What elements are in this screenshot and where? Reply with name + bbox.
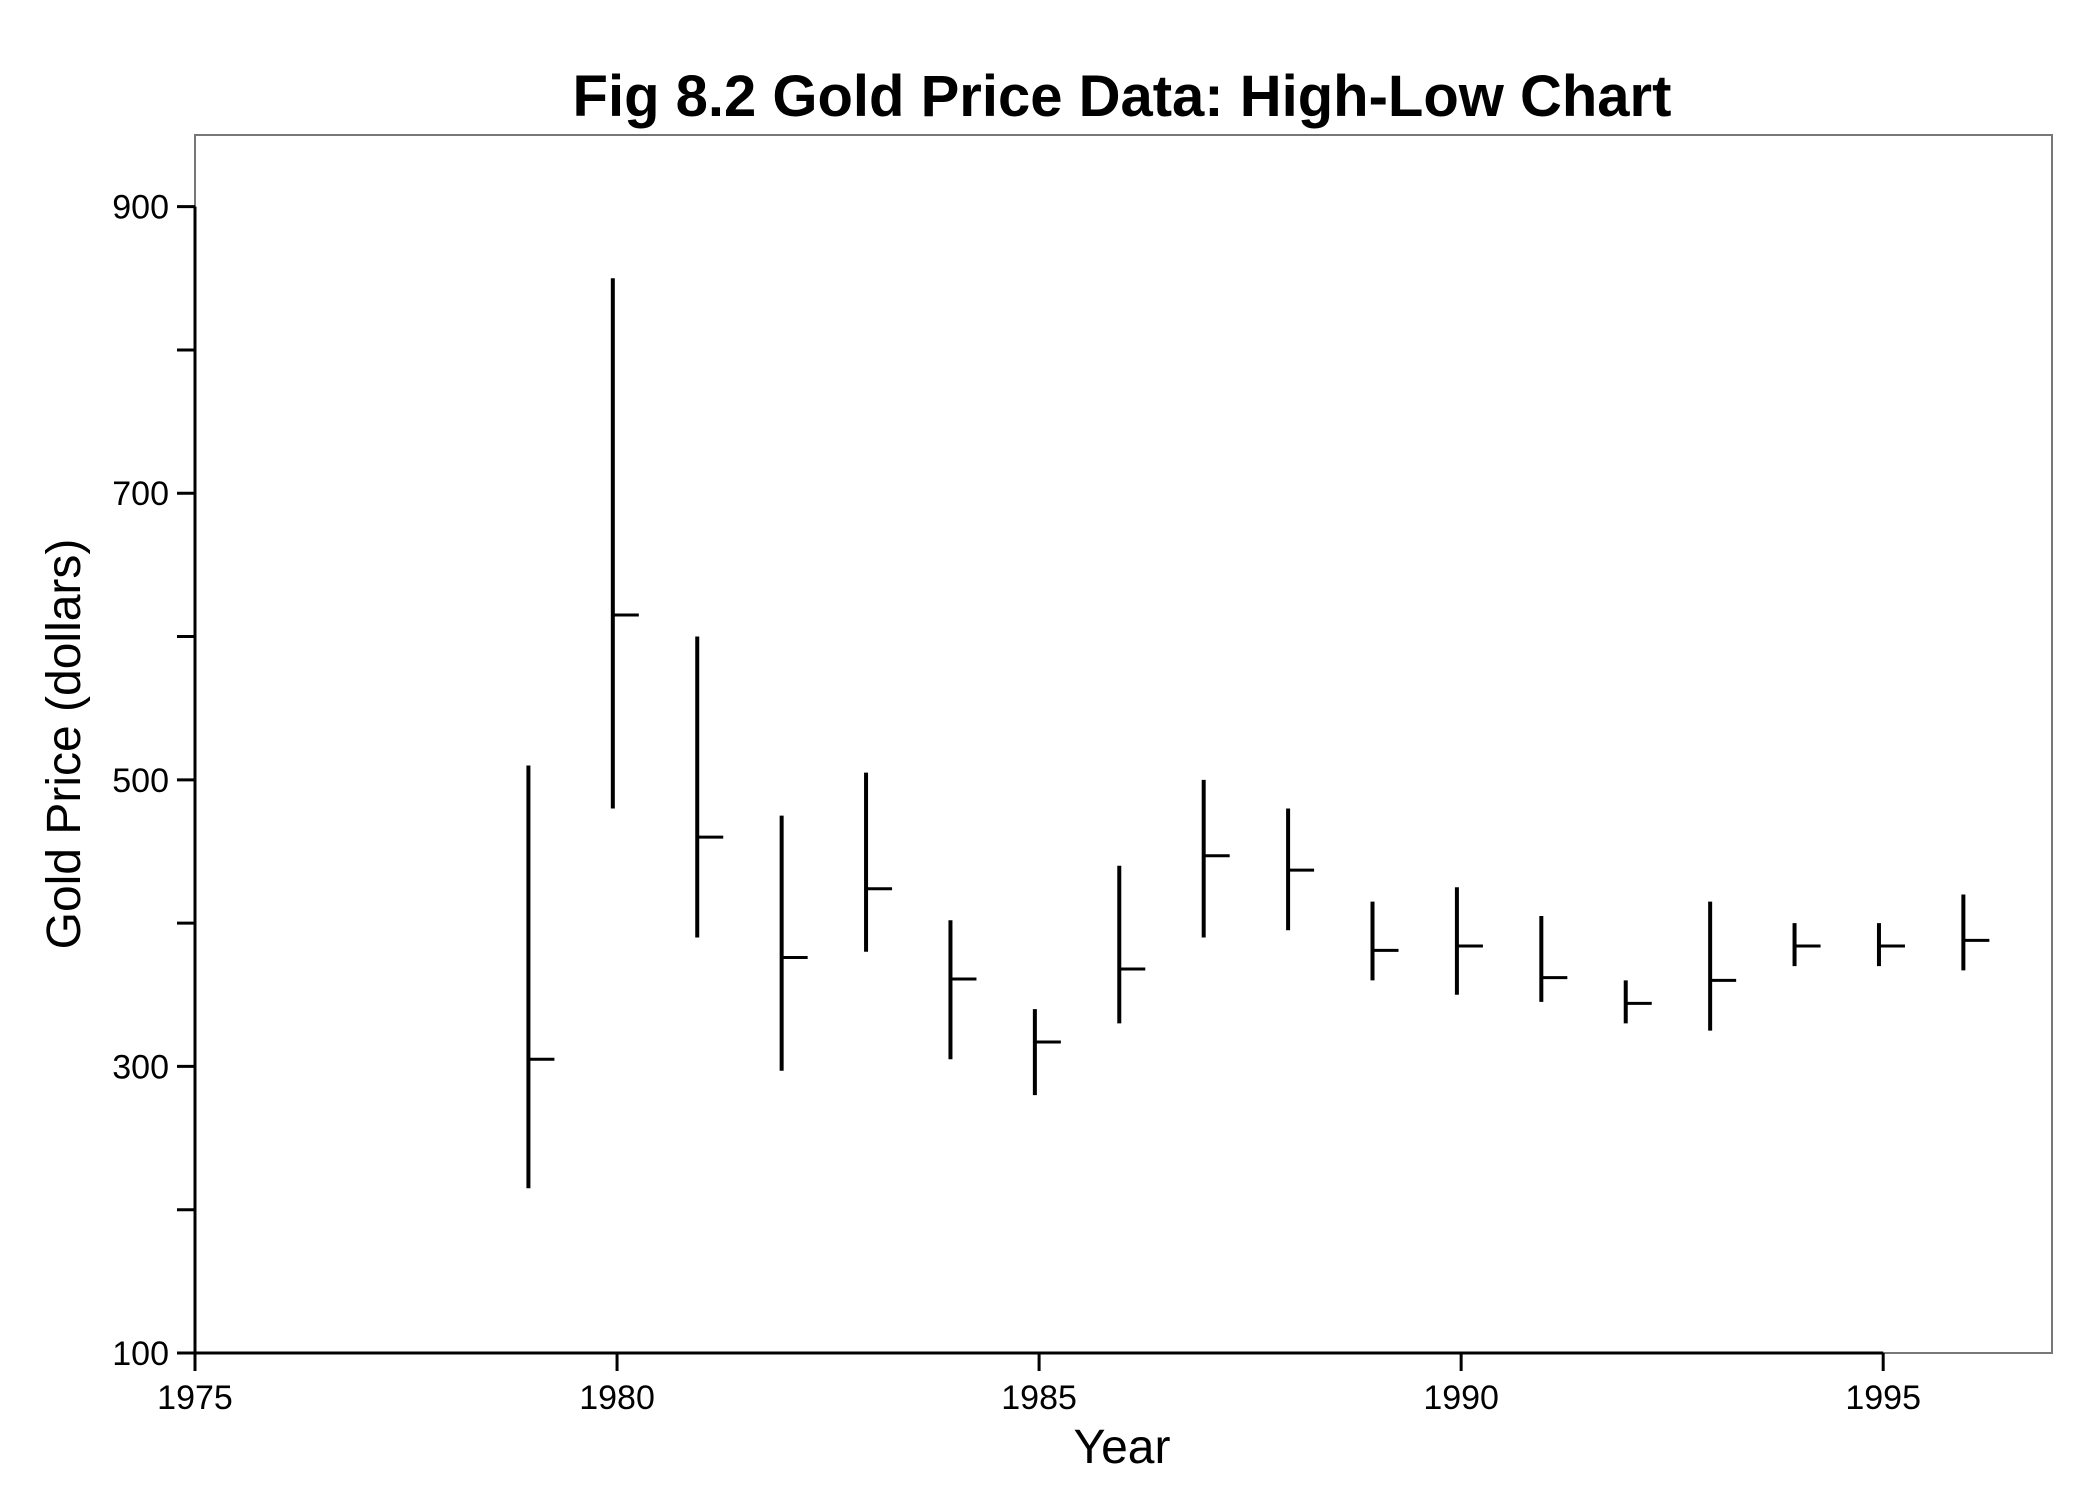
y-tick-label: 700 bbox=[112, 475, 169, 513]
y-tick-label: 500 bbox=[112, 762, 169, 800]
y-tick-label: 300 bbox=[112, 1048, 169, 1086]
y-tick-label: 900 bbox=[112, 189, 169, 227]
plot-frame bbox=[194, 134, 2053, 1354]
x-axis-label: Year bbox=[1074, 1421, 1171, 1474]
high-low-marks bbox=[526, 278, 1990, 1189]
x-tick-label: 1995 bbox=[1845, 1379, 1921, 1417]
x-tick-label: 1975 bbox=[157, 1379, 233, 1417]
x-tick-label: 1980 bbox=[579, 1379, 655, 1417]
x-tick-label: 1990 bbox=[1423, 1379, 1499, 1417]
y-axis-label: Gold Price (dollars) bbox=[38, 539, 91, 950]
x-tick-label: 1985 bbox=[1001, 1379, 1077, 1417]
y-tick-label: 100 bbox=[112, 1335, 169, 1373]
y-axis: 100 300 500 700 900 bbox=[112, 189, 197, 1373]
chart-title: Fig 8.2 Gold Price Data: High-Low Chart bbox=[573, 64, 1672, 129]
x-axis: 1975 1980 1985 1990 1995 bbox=[157, 1351, 1921, 1417]
